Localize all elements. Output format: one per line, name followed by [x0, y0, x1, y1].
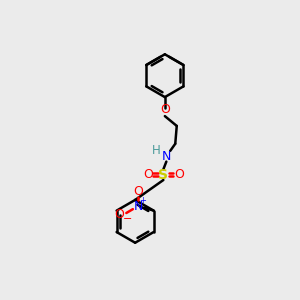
Text: O: O — [160, 103, 170, 116]
Text: S: S — [158, 168, 168, 182]
Text: H: H — [152, 144, 161, 158]
Text: N: N — [134, 200, 143, 213]
Text: −: − — [122, 214, 132, 224]
Text: +: + — [139, 196, 146, 205]
Text: O: O — [115, 208, 124, 221]
Text: O: O — [143, 168, 153, 181]
Text: O: O — [133, 185, 143, 198]
Text: N: N — [162, 150, 171, 163]
Text: O: O — [174, 168, 184, 181]
